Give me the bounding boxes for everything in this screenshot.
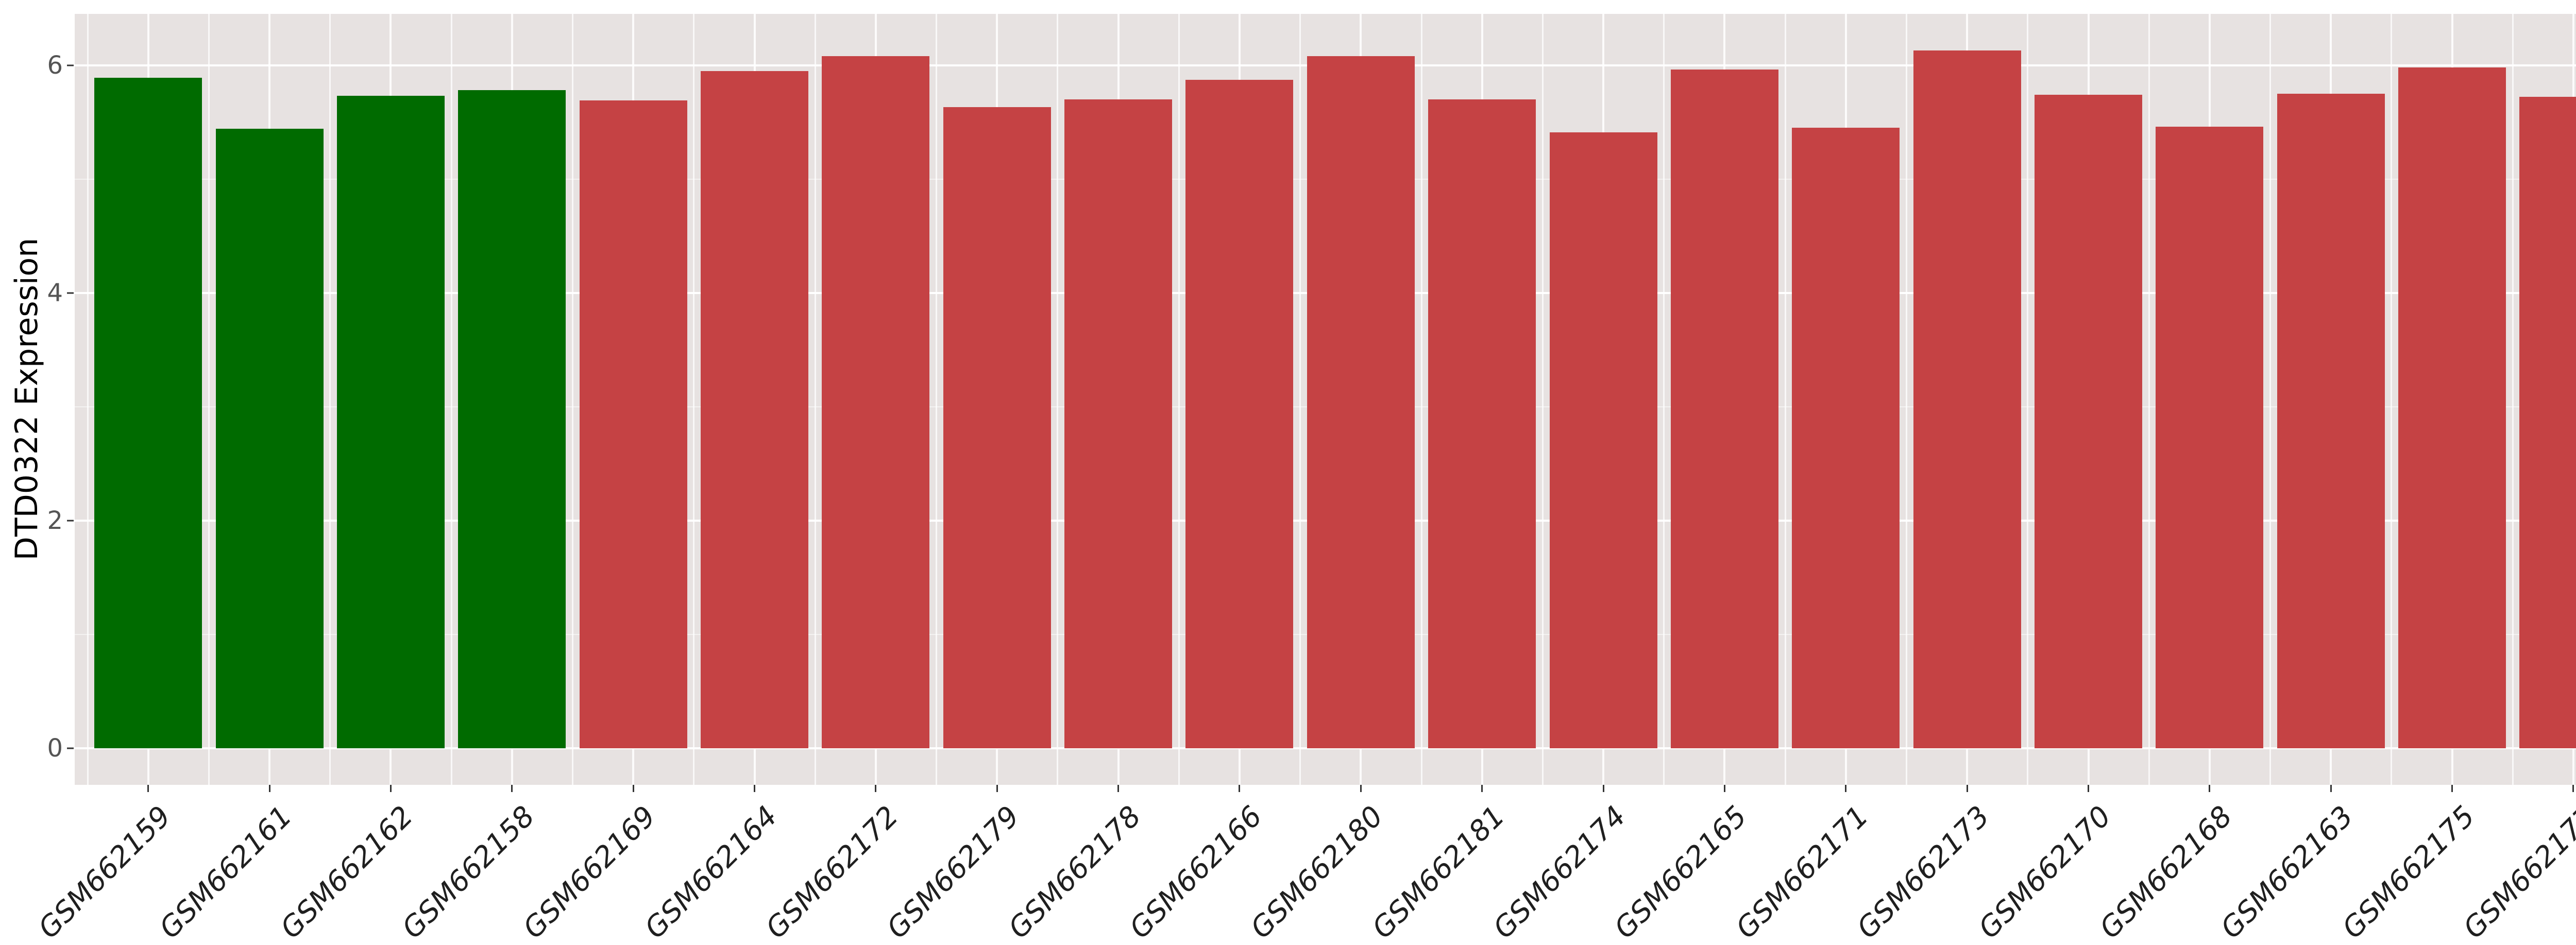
v-gridline-minor (1420, 14, 1422, 785)
x-tick-mark (511, 785, 513, 792)
v-gridline-minor (571, 14, 573, 785)
x-tick-mark (1723, 785, 1725, 792)
v-gridline-minor (1541, 14, 1544, 785)
bar (579, 100, 687, 749)
bar (943, 107, 1051, 749)
x-tick-mark (2330, 785, 2332, 792)
x-tick-mark (1481, 785, 1483, 792)
v-gridline-minor (1784, 14, 1786, 785)
bar (2034, 94, 2142, 749)
bar (2519, 97, 2576, 749)
y-tick-mark (67, 292, 74, 294)
v-gridline-minor (1178, 14, 1180, 785)
bar (1670, 70, 1778, 749)
bar (336, 96, 445, 749)
bar (1428, 99, 1536, 749)
bar (1792, 128, 1900, 749)
bar (458, 90, 566, 749)
bar (2277, 93, 2385, 749)
v-gridline-minor (208, 14, 210, 785)
y-tick-mark (67, 520, 74, 522)
v-gridline-minor (2269, 14, 2272, 785)
x-tick-mark (632, 785, 634, 792)
v-gridline-minor (2391, 14, 2393, 785)
bar (700, 71, 808, 749)
x-tick-mark (2088, 785, 2089, 792)
x-tick-mark (389, 785, 392, 792)
y-tick-label: 6 (47, 50, 63, 80)
y-tick-label: 0 (47, 734, 63, 763)
v-gridline-minor (1663, 14, 1665, 785)
x-tick-mark (1966, 785, 1968, 792)
x-tick-mark (2451, 785, 2453, 792)
plot-area (75, 14, 2576, 785)
bar (822, 56, 930, 749)
y-tick-mark (67, 747, 74, 749)
v-gridline-minor (693, 14, 695, 785)
v-gridline-minor (2512, 14, 2514, 785)
x-tick-mark (996, 785, 998, 792)
v-gridline-minor (2027, 14, 2029, 785)
v-gridline-minor (936, 14, 938, 785)
bar (94, 77, 202, 749)
v-gridline-minor (2148, 14, 2150, 785)
bar (1307, 56, 1415, 749)
v-gridline-minor (814, 14, 816, 785)
x-tick-mark (1602, 785, 1604, 792)
bar (1064, 99, 1173, 749)
v-gridline-minor (1299, 14, 1301, 785)
v-gridline-minor (1905, 14, 1907, 785)
x-tick-mark (268, 785, 270, 792)
x-tick-mark (754, 785, 755, 792)
bar (2398, 67, 2506, 749)
x-tick-mark (2209, 785, 2211, 792)
bar (1185, 80, 1294, 749)
h-gridline-major (75, 747, 2576, 750)
y-tick-label: 2 (47, 506, 63, 535)
bar (2156, 126, 2264, 749)
x-tick-mark (1360, 785, 1362, 792)
x-tick-mark (875, 785, 877, 792)
x-tick-mark (2572, 785, 2574, 792)
v-gridline-minor (329, 14, 331, 785)
bar (1549, 132, 1657, 749)
v-gridline-minor (450, 14, 452, 785)
y-tick-mark (67, 64, 74, 66)
x-tick-mark (147, 785, 149, 792)
v-gridline-minor (87, 14, 89, 785)
x-tick-mark (1239, 785, 1241, 792)
y-tick-label: 4 (47, 278, 63, 307)
x-tick-mark (1845, 785, 1847, 792)
bar (215, 129, 324, 749)
v-gridline-minor (1057, 14, 1059, 785)
bar (1913, 50, 2021, 749)
x-tick-mark (1117, 785, 1120, 792)
